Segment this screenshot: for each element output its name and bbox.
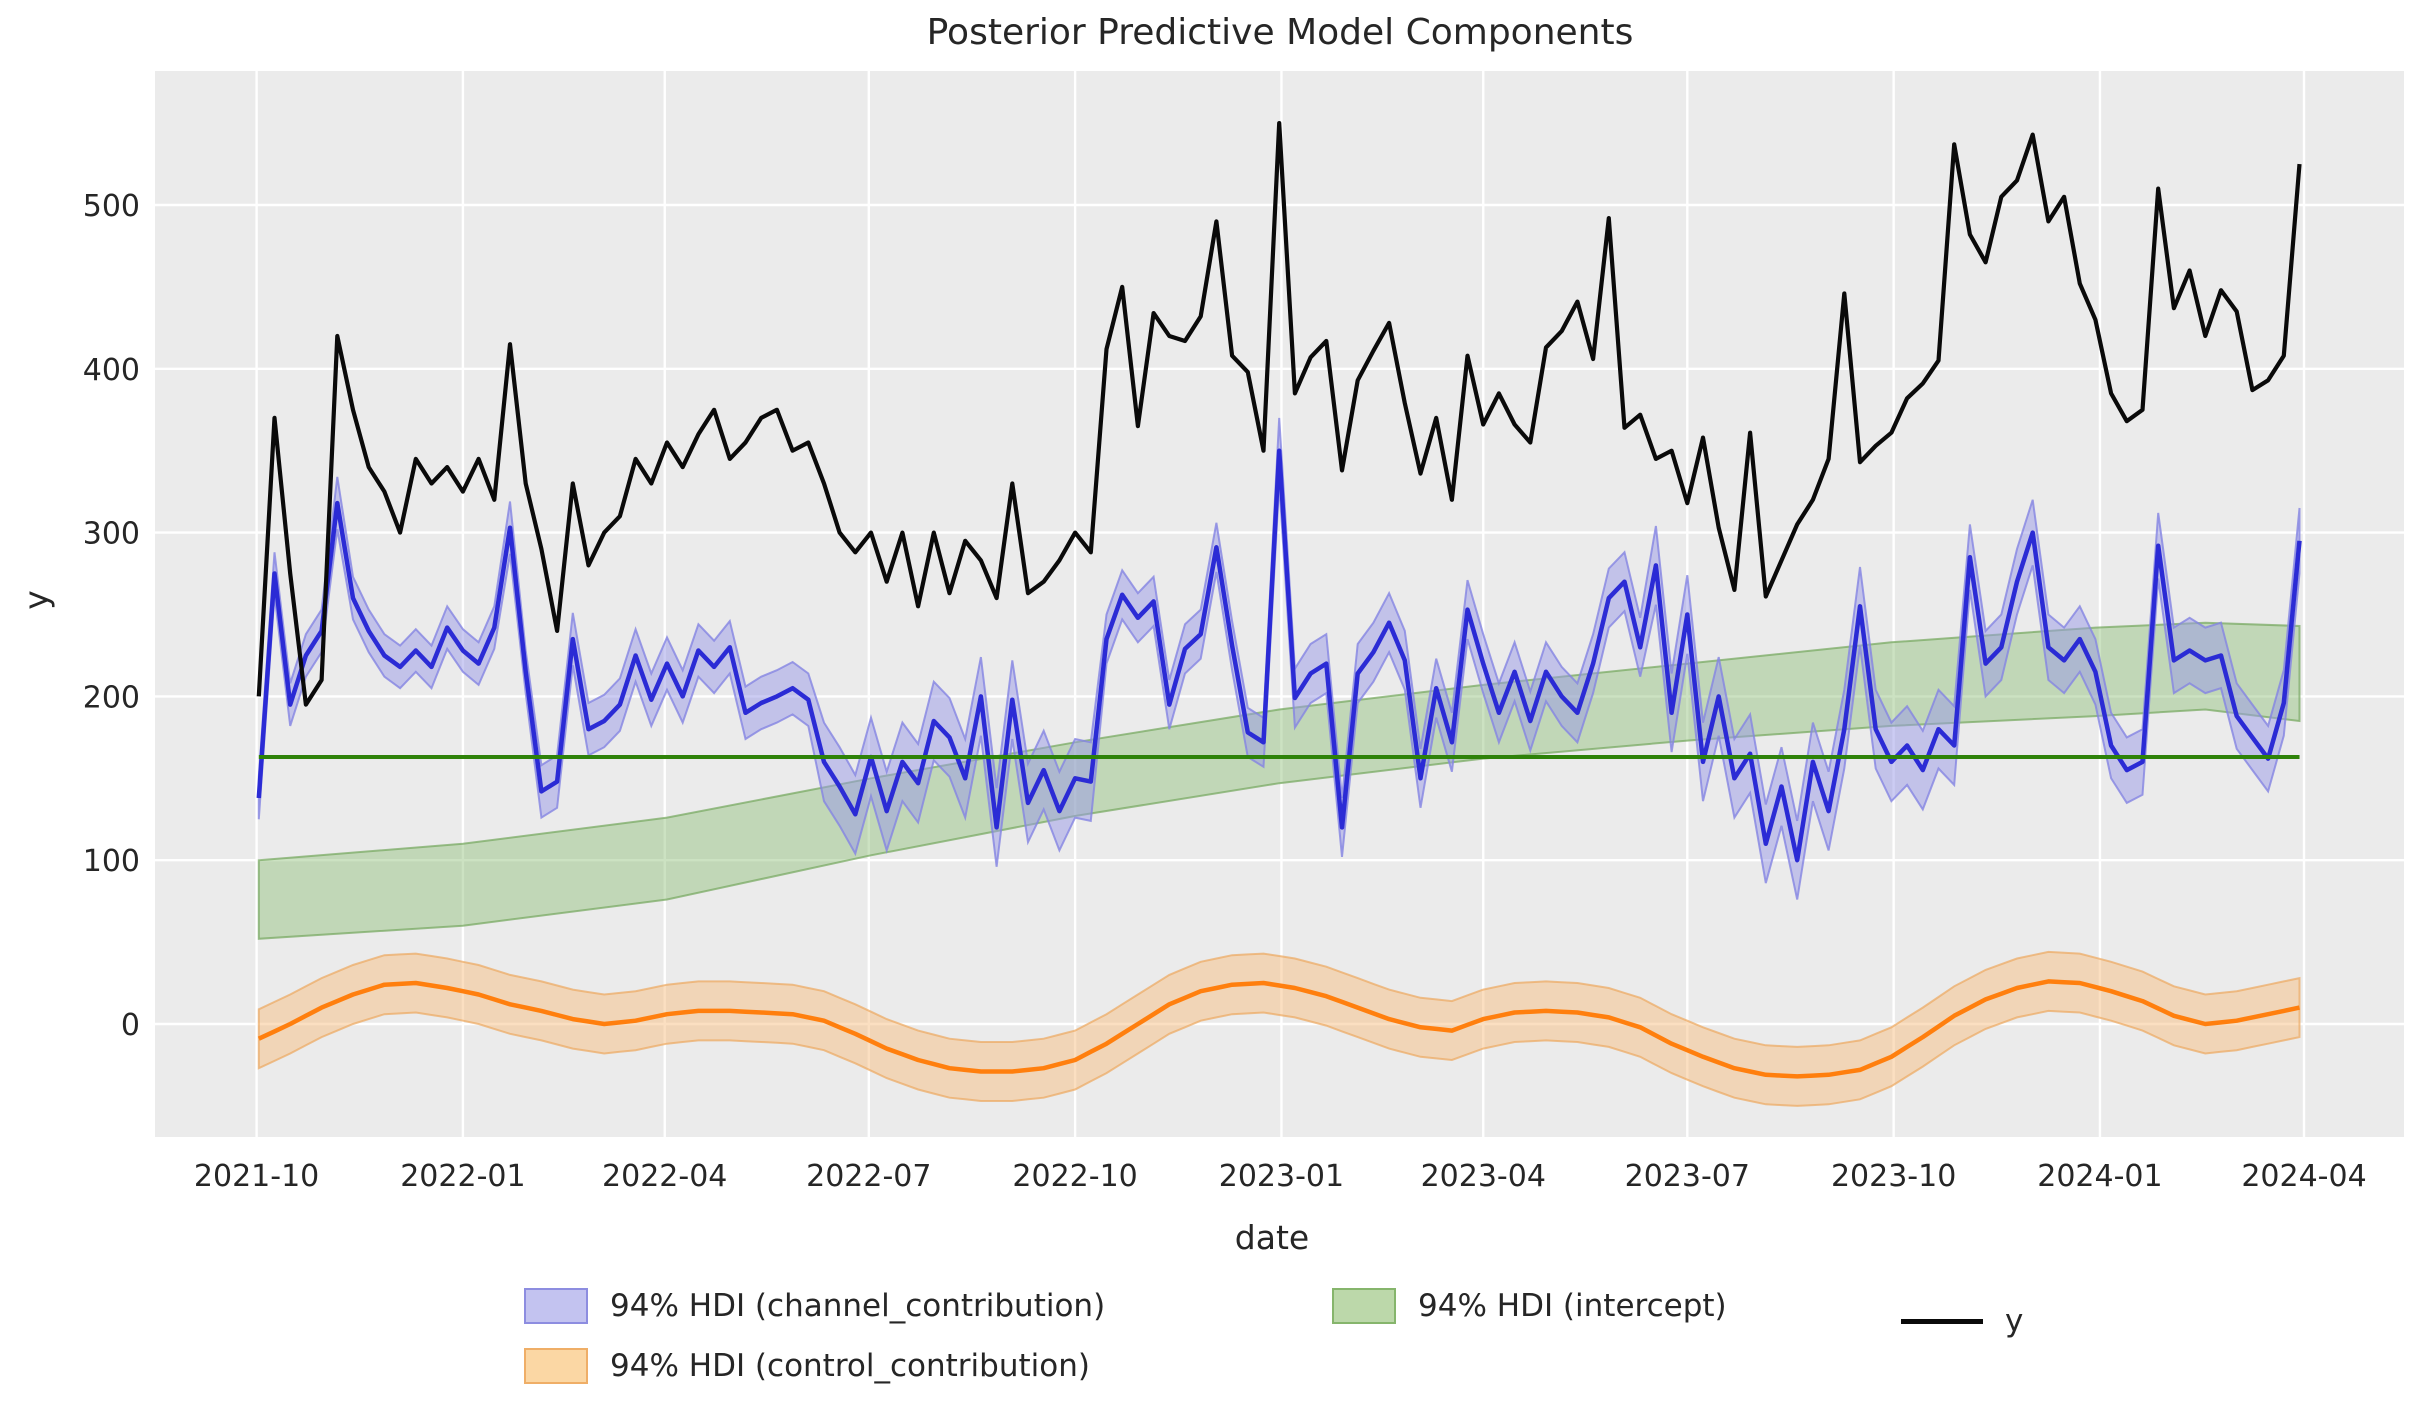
x-tick-label: 2022-04 [602,1159,727,1194]
y-tick-label: 0 [121,1008,140,1043]
control-hdi-swatch [524,1348,588,1384]
x-tick-label: 2021-10 [194,1159,319,1194]
y-tick-label: 500 [83,189,140,224]
channel-hdi-swatch [524,1288,588,1324]
y-line [256,121,2302,707]
legend-item-channel-contribution: 94% HDI (channel_contribution) [524,1288,1105,1324]
x-tick-label: 2023-04 [1421,1159,1546,1194]
y-tick-label: 300 [83,517,140,552]
x-tick-label: 2022-07 [806,1159,931,1194]
control-hdi-band [257,950,2301,1107]
channel-contribution-line [256,448,2302,863]
x-axis-label: date [1234,1218,1310,1257]
legend-label-intercept: 94% HDI (intercept) [1418,1288,1727,1324]
legend-item-y: y [1901,1303,2023,1339]
y-line-swatch [1901,1318,1983,1324]
x-tick-label: 2024-01 [2037,1159,2162,1194]
x-tick-label: 2023-07 [1625,1159,1750,1194]
legend-label-y: y [2005,1303,2024,1339]
legend-item-intercept: 94% HDI (intercept) [1332,1288,1727,1324]
y-tick-label: 200 [83,680,140,715]
y-tick-label: 400 [83,353,140,388]
y-tick-label: 100 [83,844,140,879]
legend-label-channel: 94% HDI (channel_contribution) [610,1288,1106,1324]
x-tick-label: 2024-04 [2241,1159,2366,1194]
y-axis-label: y [16,590,56,610]
x-tick-label: 2023-10 [1831,1159,1956,1194]
x-tick-label: 2022-10 [1012,1159,1137,1194]
x-tick-label: 2023-01 [1219,1159,1344,1194]
control-contribution-line [257,979,2300,1079]
x-tick-label: 2022-01 [400,1159,525,1194]
chart-title: Posterior Predictive Model Components [926,12,1634,53]
channel-hdi-band [257,417,2301,900]
legend-item-control-contribution: 94% HDI (control_contribution) [524,1348,1090,1384]
intercept-hdi-swatch [1332,1288,1396,1324]
legend-label-control: 94% HDI (control_contribution) [610,1348,1090,1384]
